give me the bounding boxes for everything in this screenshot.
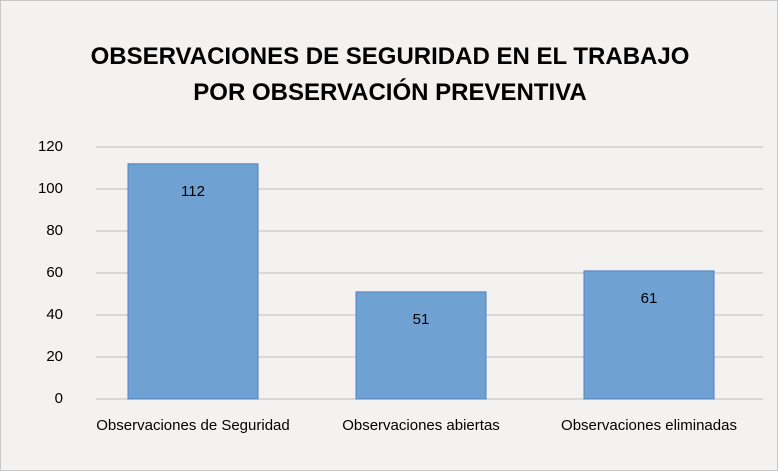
chart-title: OBSERVACIONES DE SEGURIDAD EN EL TRABAJO… <box>90 43 690 106</box>
y-tick-label: 60 <box>46 264 63 281</box>
y-tick-label: 80 <box>46 222 63 239</box>
x-tick-label: Observaciones abiertas <box>342 417 500 434</box>
data-label: 51 <box>413 311 430 328</box>
y-tick-label: 40 <box>46 306 63 323</box>
bar <box>583 270 715 400</box>
data-label: 112 <box>181 183 205 200</box>
data-label: 61 <box>641 290 658 307</box>
y-tick-label: 0 <box>55 390 63 407</box>
x-tick-label: Observaciones de Seguridad <box>96 417 290 434</box>
y-tick-label: 100 <box>38 180 63 197</box>
y-tick-label: 120 <box>38 138 63 155</box>
y-tick-label: 20 <box>46 348 63 365</box>
bar <box>127 163 259 400</box>
x-tick-label: Observaciones eliminadas <box>561 417 737 434</box>
bar <box>355 291 487 400</box>
